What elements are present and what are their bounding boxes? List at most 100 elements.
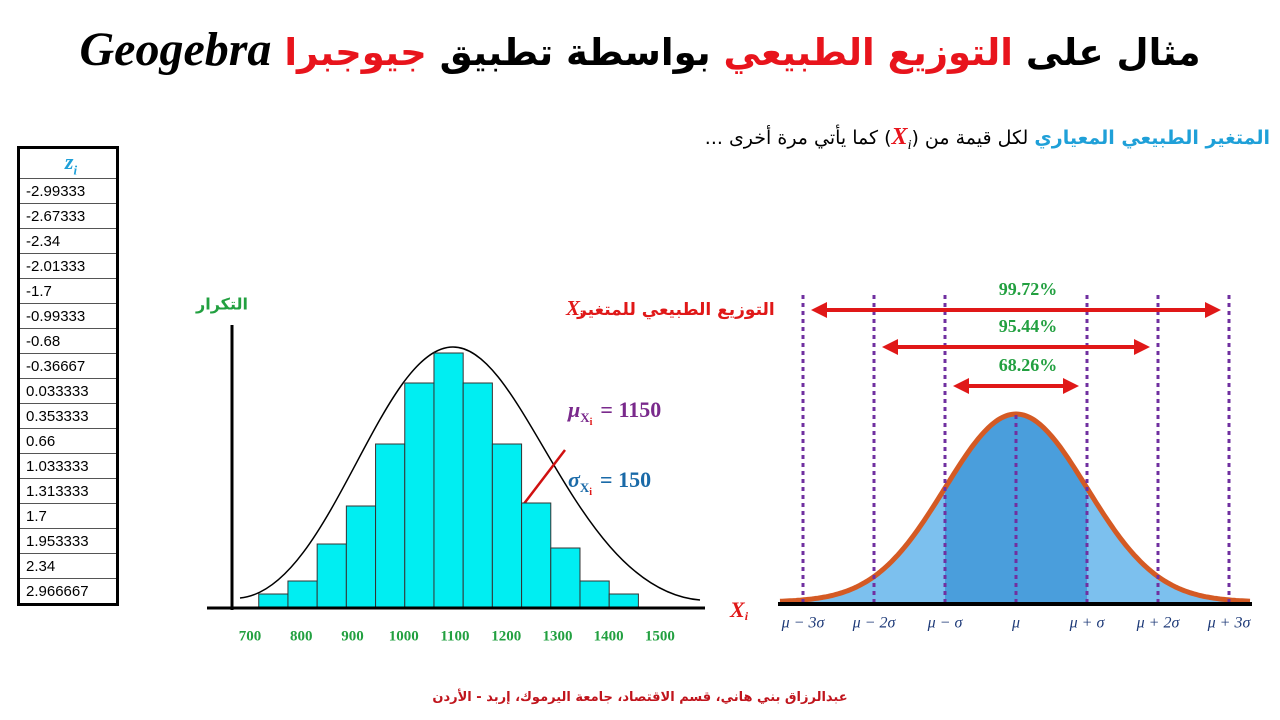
- sigma-label: μ − σ: [927, 615, 964, 632]
- y-axis-label: التكرار: [195, 295, 248, 314]
- table-body: -2.99333 -2.67333 -2.34 -2.01333 -1.7 -0.9933…: [18, 178, 118, 606]
- sigma-label: μ: [1011, 615, 1020, 632]
- parameter-label: σXi = 150: [568, 467, 651, 498]
- param-value: = 1150: [600, 397, 661, 422]
- param-symbol: σ: [568, 467, 581, 492]
- arrow-head: [953, 378, 969, 394]
- header-sub: i: [73, 162, 78, 178]
- table-cell: -2.99333: [18, 178, 118, 205]
- subtitle-text: كما يأتي مرة أخرى ...: [704, 127, 879, 149]
- bar: [462, 382, 493, 609]
- percent-label: 95.44%: [999, 316, 1058, 336]
- paren: (: [884, 127, 892, 149]
- header-symbol: z: [64, 149, 74, 174]
- title-text: مثال على: [1025, 31, 1201, 74]
- percent-label: 99.72%: [999, 279, 1058, 299]
- table-cell: -0.36667: [18, 353, 118, 380]
- x-tick-label: 1000: [389, 628, 419, 644]
- title-text: التوزيع الطبيعي للمتغير: [576, 300, 775, 320]
- bar: [491, 443, 523, 609]
- bar: [316, 543, 347, 609]
- sigma-label: μ + σ: [1069, 615, 1106, 632]
- variable: X: [891, 124, 908, 150]
- normal-curve: [239, 346, 701, 601]
- bar: [345, 505, 377, 609]
- table-row: 2.966667: [18, 578, 118, 606]
- table-cell: 1.7: [18, 503, 118, 530]
- table-row: 1.953333: [18, 528, 118, 555]
- x-axis-sub: i: [745, 609, 749, 623]
- center-area: [945, 414, 1087, 602]
- table-cell: 0.033333: [18, 378, 118, 405]
- x-axis-label: Xi: [729, 597, 749, 623]
- arrow-head: [1134, 339, 1150, 355]
- x-tick-label: 1400: [594, 628, 624, 644]
- arrow-head: [882, 339, 898, 355]
- table-row: 0.033333: [18, 378, 118, 405]
- table-cell: -0.68: [18, 328, 118, 355]
- table-row: 1.033333: [18, 453, 118, 480]
- arrow-head: [1205, 302, 1221, 318]
- bar: [579, 580, 610, 609]
- table-cell: 1.313333: [18, 478, 118, 505]
- arrow-head: [1063, 378, 1079, 394]
- x-tick-label: 1100: [440, 628, 469, 644]
- sigma-label: μ − 3σ: [781, 615, 826, 632]
- parameter-label: μXi = 1150: [567, 397, 661, 428]
- bar: [550, 547, 581, 609]
- bar: [521, 502, 552, 609]
- table-row: 1.7: [18, 503, 118, 530]
- x-tick-label: 900: [341, 628, 364, 644]
- table-row: -2.99333: [18, 178, 118, 205]
- sigma-label: μ + 2σ: [1136, 615, 1181, 632]
- x-tick-label: 1200: [491, 628, 521, 644]
- param-sub: X: [580, 480, 590, 495]
- table-header: zi: [18, 146, 118, 180]
- z-table: zi -2.99333 -2.67333 -2.34 -2.01333 -1.7 -0.9…: [17, 146, 119, 607]
- sigma-label: μ + 3σ: [1207, 615, 1252, 632]
- param-symbol: μ: [567, 397, 580, 422]
- param-subsub: i: [590, 417, 593, 428]
- paren: ): [911, 127, 919, 149]
- table-row: 1.313333: [18, 478, 118, 505]
- subscript: i: [907, 137, 912, 153]
- x-axis-var: X: [729, 597, 746, 622]
- subtitle-text: لكل قيمة من: [924, 127, 1029, 149]
- normal-curve: [779, 411, 1251, 604]
- arrow-head: [811, 302, 827, 318]
- slide-title: مثال على التوزيع الطبيعي بواسطة تطبيق جي…: [0, 22, 1280, 77]
- bar: [608, 593, 639, 609]
- bar: [433, 352, 464, 609]
- table-row: 2.34: [18, 553, 118, 580]
- table-row: -2.67333: [18, 203, 118, 230]
- bar: [375, 443, 406, 609]
- title-text: بواسطة تطبيق: [439, 31, 711, 74]
- bar: [258, 593, 289, 609]
- title-sub: i: [580, 309, 583, 321]
- table-cell: 1.033333: [18, 453, 118, 480]
- table-cell: 2.34: [18, 553, 118, 580]
- subtitle: المتغير الطبيعي المعياري لكل قيمة من (Xi…: [705, 124, 1270, 154]
- table-cell: 2.966667: [18, 578, 118, 606]
- param-sub: X: [580, 410, 590, 425]
- x-tick-label: 700: [239, 628, 262, 644]
- table-row: -2.34: [18, 228, 118, 255]
- histogram-title: التوزيع الطبيعي للمتغيرXi: [565, 296, 775, 321]
- sigma-label: μ − 2σ: [852, 615, 897, 632]
- percent-label: 68.26%: [999, 355, 1058, 375]
- table-header-row: zi: [18, 146, 118, 180]
- title-var: X: [565, 296, 581, 320]
- table-cell: 1.953333: [18, 528, 118, 555]
- x-tick-label: 800: [290, 628, 313, 644]
- subtitle-variable: (Xi): [884, 124, 919, 153]
- bar: [404, 382, 435, 609]
- footer: عبدالرزاق بني هاني، قسم الاقتصاد، جامعة …: [432, 690, 848, 705]
- table-cell: -2.34: [18, 228, 118, 255]
- param-subsub: i: [589, 487, 592, 498]
- subtitle-text: المتغير الطبيعي المعياري: [1034, 127, 1270, 149]
- table-row: -0.36667: [18, 353, 118, 380]
- x-tick-label: 1500: [645, 628, 675, 644]
- param-value: = 150: [600, 467, 651, 492]
